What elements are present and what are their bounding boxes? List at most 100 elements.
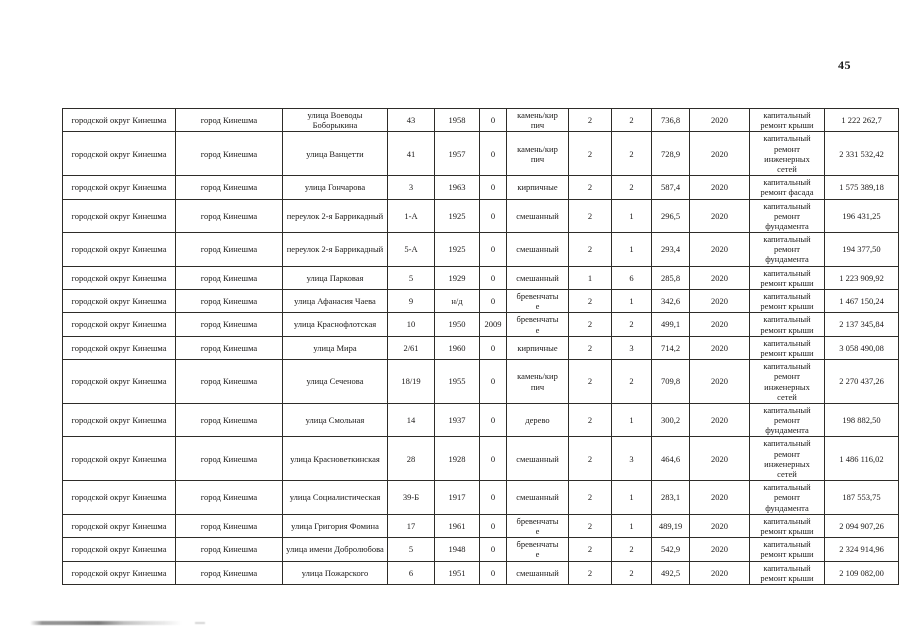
cell-cost: 2 331 532,42 [824,131,899,177]
cell-floors: 2 [568,198,612,234]
cell-cost: 196 431,25 [824,198,899,234]
cell-entrances: 3 [611,335,652,361]
cell-year-built: 1948 [434,537,480,562]
cell-city: город Кинешма [175,198,283,234]
cell-year-reconstruction: 0 [479,402,507,438]
cell-year-reconstruction: 0 [479,232,507,267]
cell-floors: 1 [568,265,612,291]
cell-house-number: 17 [387,513,435,539]
cell-entrances: 2 [611,560,652,585]
cell-repair-year: 2020 [689,265,750,291]
cell-year-built: 1957 [434,131,480,177]
cell-city: город Кинешма [175,480,283,515]
cell-area: 492,5 [651,560,690,585]
cell-entrances: 1 [611,513,652,539]
cell-wall-material: смешанный [506,265,569,291]
cell-district: городской округ Кинешма [62,265,176,291]
cell-repair-year: 2020 [689,288,750,314]
cell-city: город Кинешма [175,131,283,177]
cell-house-number: 3 [387,175,435,200]
cell-district: городской округ Кинешма [62,232,176,267]
cell-cost: 198 882,50 [824,402,899,438]
cell-entrances: 2 [611,107,652,133]
cell-wall-material: бревенчаты е [506,312,569,337]
cell-repair-type: капитальный ремонт крыши [749,312,825,337]
cell-year-built: 1958 [434,107,480,133]
table-row: городской округ Кинешма город Кинешма ул… [62,560,899,585]
cell-cost: 1 486 116,02 [824,436,899,482]
cell-wall-material: кирпичные [506,335,569,361]
cell-floors: 2 [568,335,612,361]
cell-repair-year: 2020 [689,480,750,515]
scan-artifact-dot [195,622,205,624]
table-row: городской округ Кинешма город Кинешма ул… [62,480,899,515]
table-row: городской округ Кинешма город Кинешма ул… [62,513,899,539]
table-row: городской округ Кинешма город Кинешма ул… [62,288,899,314]
cell-cost: 2 094 907,26 [824,513,899,539]
cell-wall-material: смешанный [506,198,569,234]
cell-entrances: 1 [611,198,652,234]
cell-repair-type: капитальный ремонт крыши [749,265,825,291]
cell-house-number: 18/19 [387,359,435,404]
cell-cost: 1 575 389,18 [824,175,899,200]
cell-floors: 2 [568,560,612,585]
cell-year-reconstruction: 0 [479,175,507,200]
cell-house-number: 5-А [387,232,435,267]
cell-year-reconstruction: 0 [479,537,507,562]
cell-wall-material: камень/кир пич [506,359,569,404]
cell-year-built: н/д [434,288,480,314]
cell-cost: 1 467 150,24 [824,288,899,314]
cell-area: 283,1 [651,480,690,515]
cell-house-number: 5 [387,265,435,291]
cell-district: городской округ Кинешма [62,312,176,337]
cell-house-number: 10 [387,312,435,337]
table-body: городской округ Кинешма город Кинешма ул… [62,107,899,585]
cell-street: переулок 2-я Баррикадный [282,198,388,234]
cell-house-number: 28 [387,436,435,482]
cell-repair-type: капитальный ремонт крыши [749,107,825,133]
cell-repair-year: 2020 [689,131,750,177]
cell-street: улица Воеводы Боборыкина [282,107,388,133]
cell-wall-material: бревенчаты е [506,513,569,539]
table-row: городской округ Кинешма город Кинешма ул… [62,537,899,562]
cell-district: городской округ Кинешма [62,480,176,515]
cell-city: город Кинешма [175,560,283,585]
cell-city: город Кинешма [175,175,283,200]
scan-artifact-line [30,621,182,625]
cell-wall-material: смешанный [506,436,569,482]
cell-city: город Кинешма [175,359,283,404]
cell-street: улица Григория Фомина [282,513,388,539]
cell-floors: 2 [568,312,612,337]
cell-repair-type: капитальный ремонт инженерных сетей [749,131,825,177]
cell-city: город Кинешма [175,537,283,562]
cell-house-number: 9 [387,288,435,314]
cell-wall-material: смешанный [506,480,569,515]
cell-entrances: 2 [611,131,652,177]
table-row: городской округ Кинешма город Кинешма ул… [62,175,899,200]
cell-entrances: 2 [611,175,652,200]
cell-city: город Кинешма [175,513,283,539]
cell-street: улица Парковая [282,265,388,291]
cell-year-built: 1961 [434,513,480,539]
cell-city: город Кинешма [175,265,283,291]
cell-house-number: 39-Б [387,480,435,515]
cell-floors: 2 [568,288,612,314]
cell-entrances: 2 [611,312,652,337]
cell-street: улица Красноветкинская [282,436,388,482]
cell-repair-year: 2020 [689,312,750,337]
cell-year-reconstruction: 0 [479,436,507,482]
cell-district: городской округ Кинешма [62,335,176,361]
cell-district: городской округ Кинешма [62,175,176,200]
cell-year-reconstruction: 0 [479,480,507,515]
cell-floors: 2 [568,537,612,562]
cell-area: 300,2 [651,402,690,438]
cell-cost: 2 324 914,96 [824,537,899,562]
table-row: городской округ Кинешма город Кинешма ул… [62,265,899,291]
cell-house-number: 14 [387,402,435,438]
cell-repair-year: 2020 [689,198,750,234]
cell-district: городской округ Кинешма [62,402,176,438]
cell-year-built: 1928 [434,436,480,482]
cell-cost: 2 109 082,00 [824,560,899,585]
cell-repair-year: 2020 [689,436,750,482]
cell-repair-type: капитальный ремонт крыши [749,335,825,361]
